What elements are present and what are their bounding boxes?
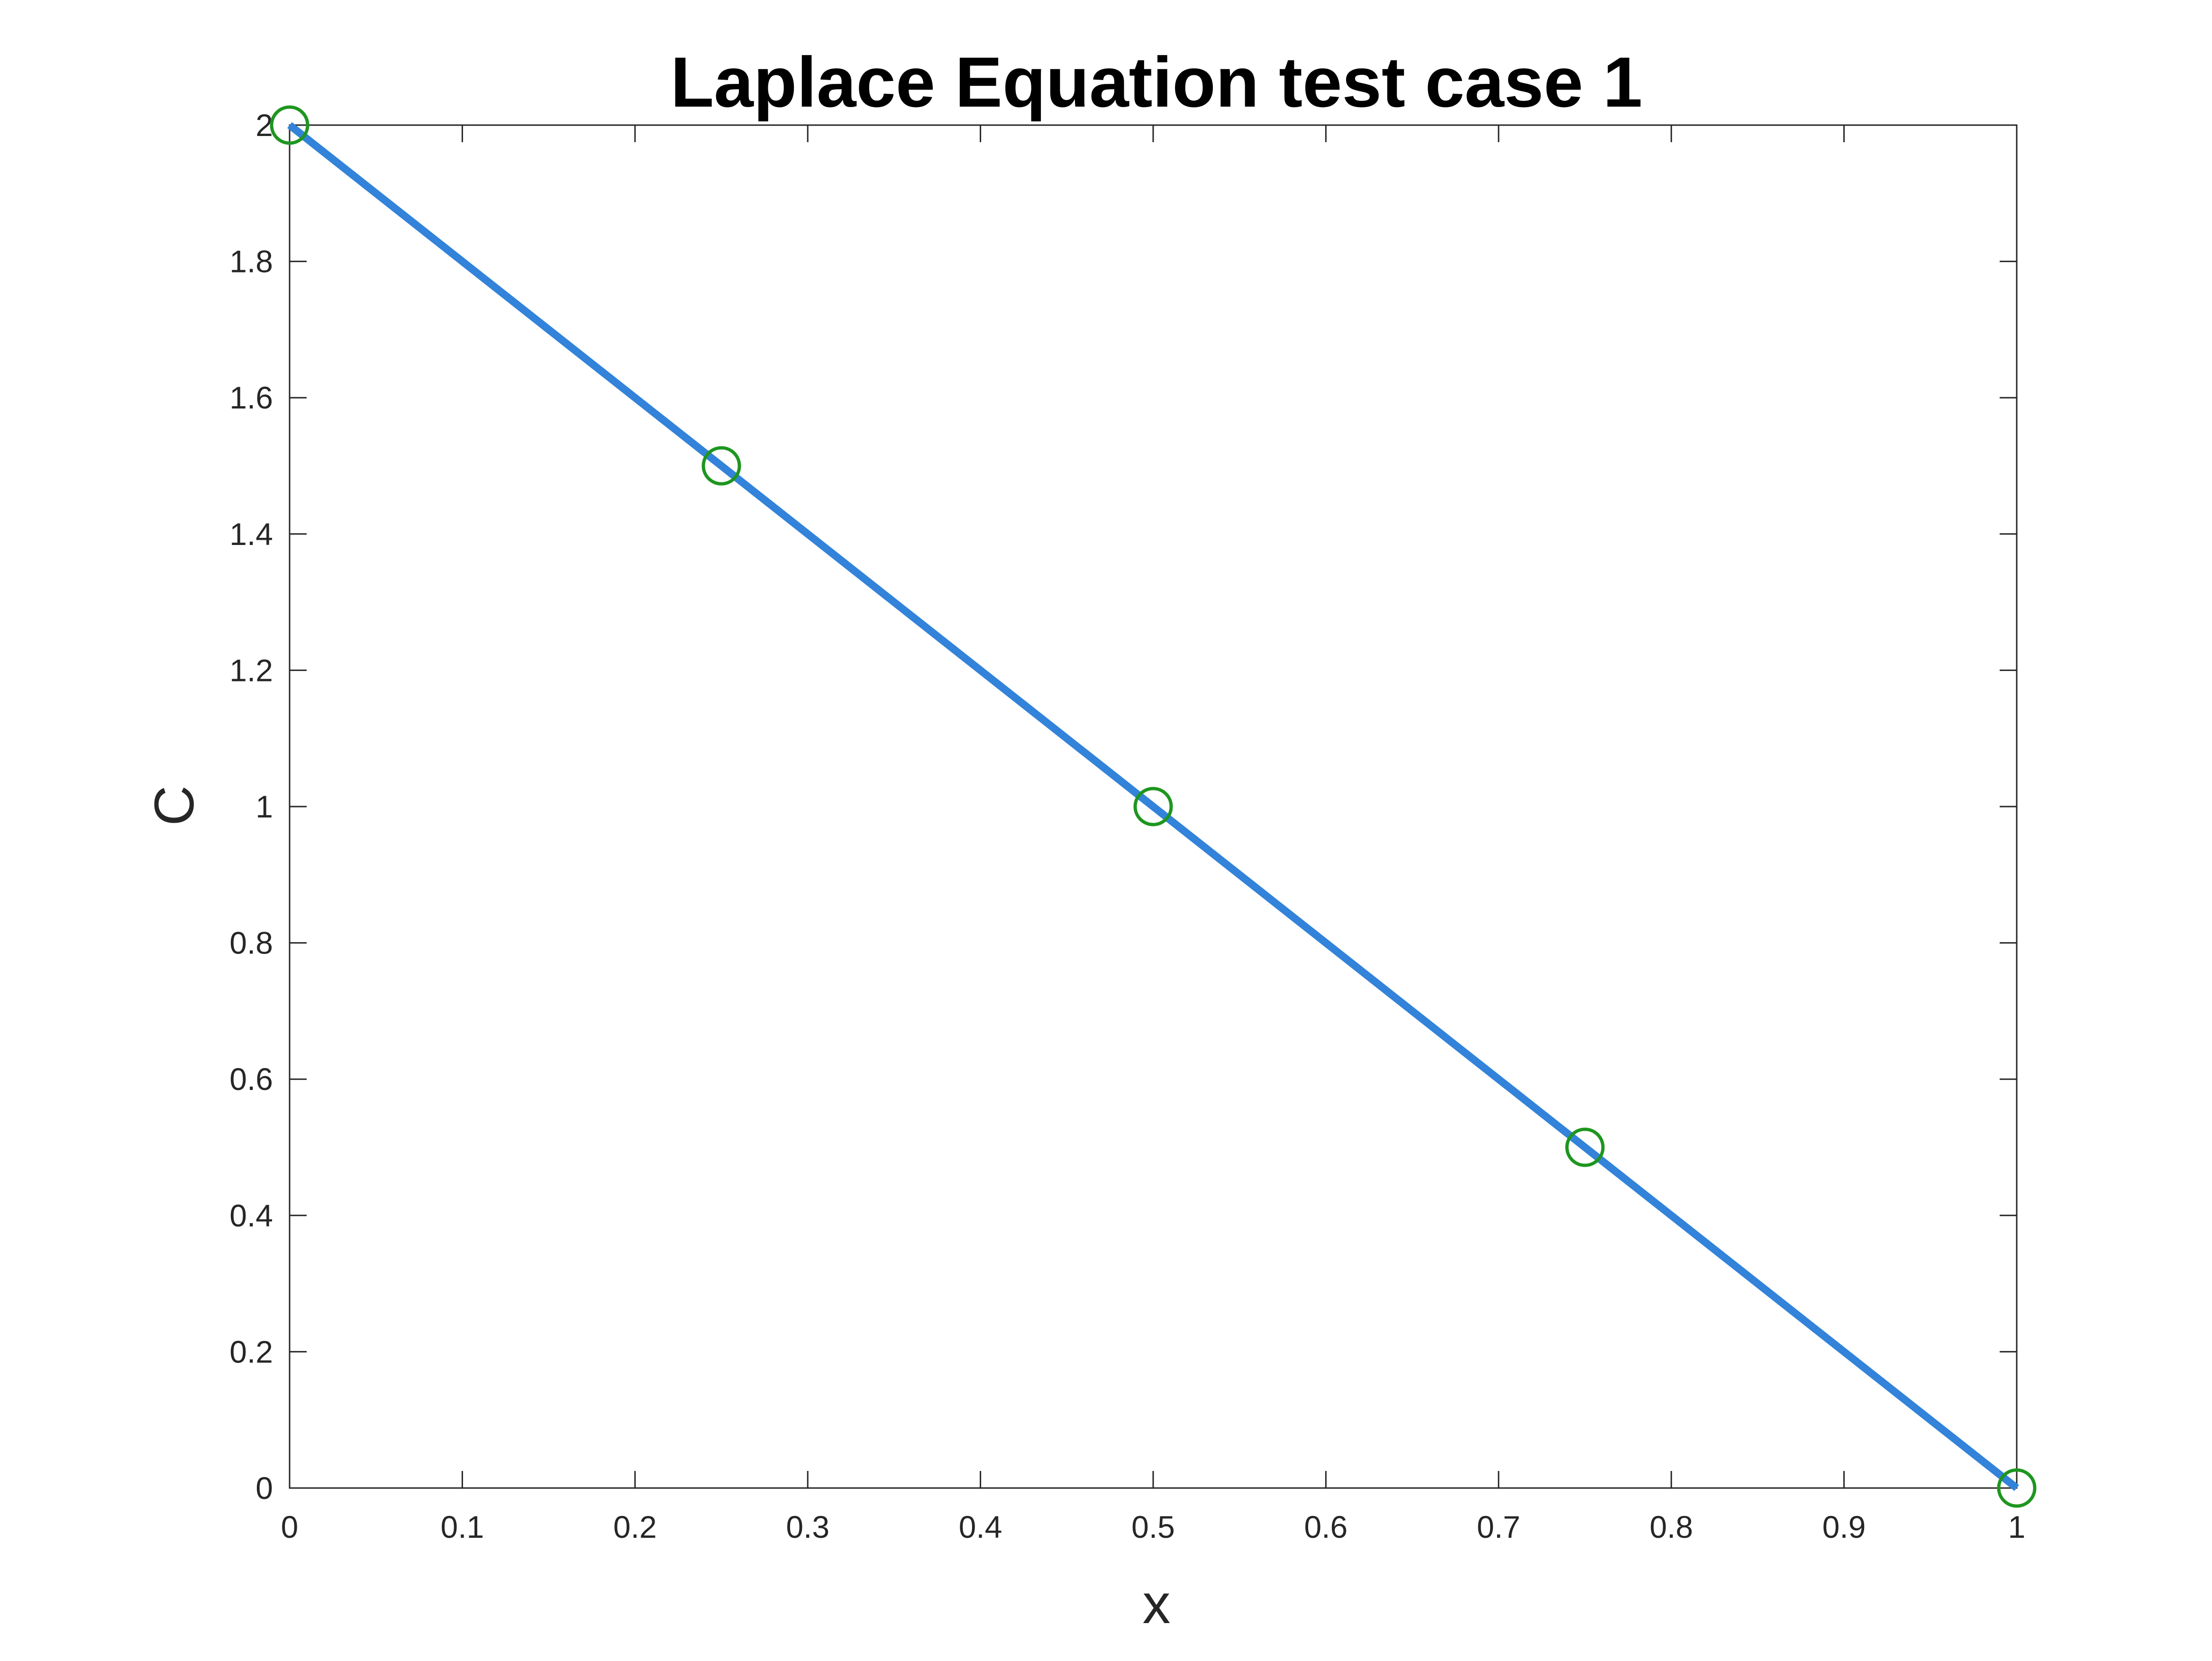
x-tick-label: 0.9	[1822, 1509, 1866, 1544]
y-tick-label: 1.6	[229, 380, 273, 415]
series-line	[287, 122, 2019, 1491]
x-tick-label: 0.1	[441, 1509, 484, 1544]
x-tick-label: 0.5	[1131, 1509, 1175, 1544]
data-point-marker	[270, 105, 309, 145]
labels-layer: Laplace Equation test case 1 x C	[143, 42, 1642, 1635]
x-tick-label: 0	[281, 1509, 299, 1544]
data-point-marker	[1565, 1127, 1605, 1167]
data-layer	[270, 105, 2037, 1508]
y-tick-label: 0.8	[229, 926, 273, 961]
x-tick-label: 0.8	[1649, 1509, 1693, 1544]
y-axis-label: C	[143, 785, 206, 826]
chart-title: Laplace Equation test case 1	[671, 42, 1643, 122]
y-tick-label: 0	[255, 1470, 273, 1506]
y-tick-label: 1.4	[229, 517, 273, 552]
data-point-marker	[701, 446, 741, 486]
x-tick-label: 0.4	[959, 1509, 1002, 1544]
x-tick-label: 0.3	[786, 1509, 829, 1544]
x-tick-label: 0.6	[1304, 1509, 1348, 1544]
y-tick-label: 1.2	[229, 653, 273, 688]
x-tick-label: 0.7	[1477, 1509, 1520, 1544]
data-point-marker	[1133, 787, 1173, 826]
x-axis-label: x	[1143, 1573, 1171, 1635]
y-tick-label: 1	[255, 789, 273, 824]
y-tick-label: 0.2	[229, 1334, 273, 1369]
ticks-layer: 0 0.1 0.2 0.3 0.4 0.5 0.6 0.7 0.8 0.9 1 0 0.2 0.4 0.6 0…	[229, 108, 2025, 1544]
y-tick-label: 0.4	[229, 1198, 273, 1233]
x-tick-label: 0.2	[613, 1509, 657, 1544]
y-tick-label: 1.8	[229, 244, 273, 279]
x-tick-label: 1	[2008, 1509, 2026, 1544]
y-tick-label: 0.6	[229, 1062, 273, 1097]
data-point-marker	[1997, 1468, 2037, 1508]
